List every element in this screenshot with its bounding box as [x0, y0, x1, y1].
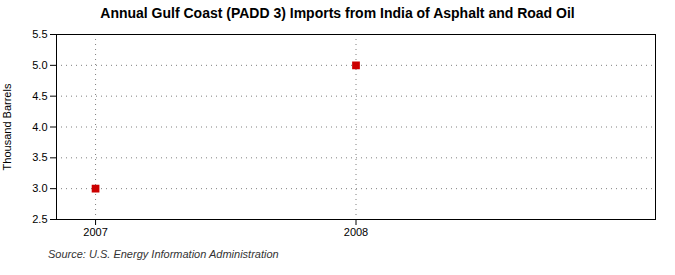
svg-text:4.5: 4.5 [32, 90, 47, 102]
svg-text:Thousand Barrels: Thousand Barrels [1, 83, 13, 170]
svg-text:3.5: 3.5 [32, 151, 47, 163]
svg-text:4.0: 4.0 [32, 121, 47, 133]
svg-text:5.0: 5.0 [32, 59, 47, 71]
html-text:Source: U.S. Energy Informatio: Source: U.S. Energy Information Administ… [48, 248, 279, 260]
html-text:Annual Gulf Coast (PADD 3) Imp: Annual Gulf Coast (PADD 3) Imports from … [100, 5, 575, 21]
svg-text:2008: 2008 [344, 226, 368, 238]
svg-text:3.0: 3.0 [32, 182, 47, 194]
svg-text:5.5: 5.5 [32, 28, 47, 40]
svg-text:2.5: 2.5 [32, 213, 47, 225]
svg-text:2007: 2007 [83, 226, 107, 238]
